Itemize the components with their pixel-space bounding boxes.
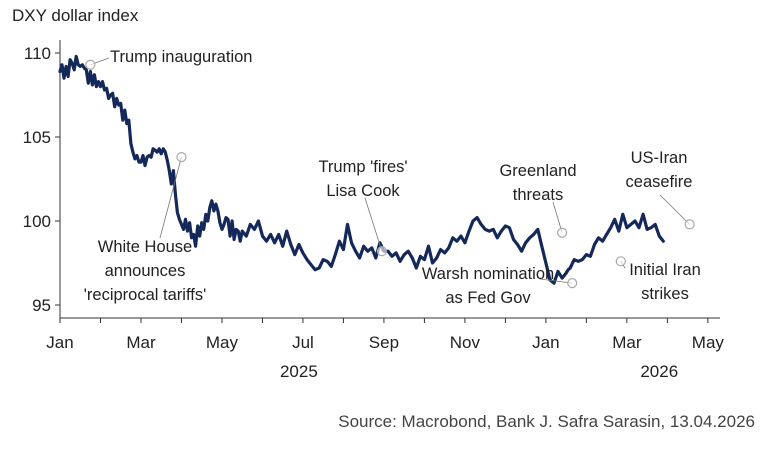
annotation-line: 'reciprocal tariffs' — [84, 286, 206, 304]
series-layer — [58, 54, 665, 285]
x-tick-label: Jan — [46, 333, 73, 352]
annotation-line: Trump 'fires' — [318, 158, 407, 176]
annotation-line: Greenland — [499, 162, 576, 180]
annotation-marker — [556, 227, 568, 238]
annotation-leader-line — [159, 157, 182, 239]
annotation-label: Trump inauguration — [110, 48, 252, 66]
annotation-leader-line — [552, 201, 563, 233]
chart-title: DXY dollar index — [12, 6, 139, 25]
annotation-marker — [176, 152, 187, 163]
annotation-line: announces — [105, 262, 186, 280]
annotation-label: Initial Iran strikes — [629, 261, 701, 303]
y-tick-label: 100 — [23, 212, 51, 231]
x-tick-label: Mar — [612, 333, 642, 352]
x-tick-label: Nov — [450, 333, 481, 352]
y-tick-label: 110 — [24, 44, 51, 63]
year-label: 2026 — [640, 362, 678, 381]
annotation-line: ceasefire — [626, 173, 693, 191]
x-tick-label: May — [692, 333, 725, 352]
annotation-line: Lisa Cook — [326, 182, 400, 200]
annotation-label: US-Iran ceasefire — [626, 149, 693, 191]
annotation-line: US-Iran — [631, 149, 688, 167]
annotation-leader-line — [659, 194, 690, 225]
annotation-marker — [567, 278, 578, 289]
axes: 95 100 105 110 Jan Mar May Jul Sep Nov Jan Mar May 20… — [23, 40, 725, 381]
x-tick-label: Jan — [532, 333, 559, 352]
annotation-marker — [615, 256, 626, 267]
x-tick-label: May — [206, 333, 239, 352]
annotation-marker — [684, 219, 695, 230]
annotation-label: Greenland threats — [499, 162, 576, 204]
annotation-line: Warsh nomination — [422, 265, 554, 283]
annotation-line: strikes — [641, 285, 689, 303]
annotation-leader-line — [364, 197, 383, 252]
annotation-leader-line — [539, 278, 573, 284]
annotation-layer: Trump inauguration White House announces 'r… — [84, 48, 701, 307]
annotation-line: Trump inauguration — [110, 48, 252, 66]
annotation-line: Initial Iran — [629, 261, 701, 279]
x-tick-label: Mar — [126, 333, 156, 352]
annotation-label: White House announces 'reciprocal tariffs' — [84, 238, 206, 304]
annotation-line: White House — [98, 238, 192, 256]
annotation-marker — [376, 246, 388, 257]
annotation-line: as Fed Gov — [445, 289, 531, 307]
annotation-line: threats — [513, 186, 563, 204]
x-tick-label: Jul — [292, 333, 314, 352]
series-line — [58, 54, 665, 285]
annotation-label: Warsh nomination as Fed Gov — [422, 265, 554, 307]
y-tick-label: 105 — [23, 128, 51, 147]
source-note: Source: Macrobond, Bank J. Safra Sarasin… — [338, 412, 755, 431]
annotation-marker — [85, 59, 96, 70]
year-label: 2025 — [280, 362, 318, 381]
annotation-label: Trump 'fires' Lisa Cook — [318, 158, 407, 200]
y-tick-label: 95 — [32, 296, 51, 315]
x-tick-label: Sep — [369, 333, 399, 352]
